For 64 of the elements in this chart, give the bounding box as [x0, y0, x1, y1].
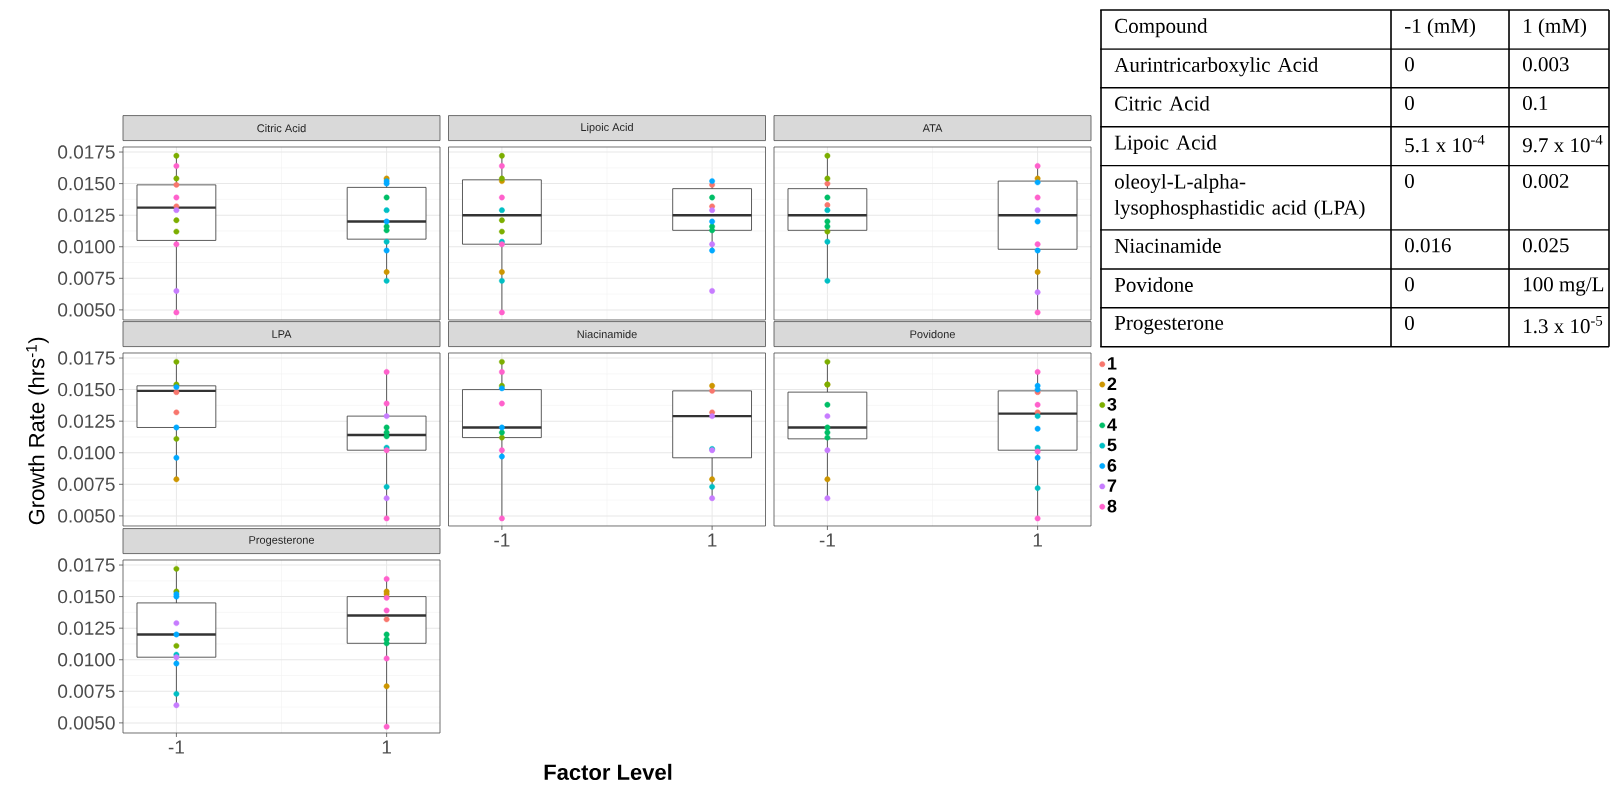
text: 0.025: [1523, 238, 1569, 253]
text: oleoyl-L-alpha-lysophosphastidic acid (LPA): [1114, 173, 1365, 219]
legend-label: 6: [1107, 458, 1117, 472]
text: 0.003: [1523, 57, 1569, 72]
y-tick-label: 0.0050: [58, 303, 115, 317]
chart-title: Lipoic Acid: [581, 122, 633, 134]
y-tick-label: 0.0125: [58, 208, 115, 222]
x-tick-label: -1: [819, 533, 835, 547]
text: 0: [1405, 57, 1414, 72]
y-tick-label: 0.0075: [58, 684, 115, 699]
text: 100 mg/L: [1524, 277, 1604, 296]
y-tick-label: 0.0175: [58, 558, 115, 572]
x-tick-label: -1: [494, 533, 510, 547]
y-tick-label: 0.0175: [58, 145, 115, 159]
text: 5.1 x 10$^{-4}$: [1405, 134, 1485, 153]
legend-label: 3: [1107, 397, 1117, 411]
y-tick-label: 0.0100: [58, 240, 115, 254]
text: 0.002: [1523, 173, 1569, 189]
x-tick-label: 1: [1033, 533, 1042, 547]
text: Aurintricarboxylic Acid: [1114, 57, 1319, 77]
x-axis-title: Factor Level: [544, 763, 672, 780]
chart-title: Progesterone: [249, 536, 315, 546]
text: 0: [1405, 277, 1414, 292]
chart-title: Povidone: [910, 330, 955, 339]
chart-title: LPA: [272, 330, 292, 338]
legend-label: 2: [1107, 377, 1117, 391]
y-tick-label: 0.0050: [58, 716, 115, 730]
legend-label: 7: [1107, 479, 1117, 492]
y-tick-label: 0.0150: [58, 382, 115, 397]
y-tick-label: 0.0150: [58, 589, 115, 604]
chart-title: Citric Acid: [257, 124, 306, 133]
y-tick-label: 0.0125: [58, 414, 115, 428]
y-tick-label: 0.0100: [58, 653, 115, 667]
y-tick-label: 0.0175: [58, 351, 115, 365]
legend-label: 8: [1107, 499, 1117, 513]
text: 0: [1405, 95, 1414, 111]
y-tick-label: 0.0075: [58, 477, 115, 492]
y-tick-label: 0.0150: [58, 176, 115, 191]
text: Compound: [1115, 18, 1208, 38]
text: Progesterone: [1114, 315, 1224, 335]
x-tick-label: -1: [168, 740, 184, 754]
legend-label: 4: [1107, 418, 1117, 431]
text: -1 (mM): [1404, 18, 1476, 38]
legend-label: 5: [1107, 438, 1117, 452]
text: 0: [1405, 315, 1414, 331]
legend-label: 1: [1108, 357, 1117, 370]
text: Niacinamide: [1114, 238, 1221, 253]
text: 0.016: [1405, 238, 1451, 253]
y-tick-label: 0.0100: [58, 446, 115, 460]
y-tick-label: 0.0050: [58, 509, 115, 523]
x-tick-label: 1: [708, 533, 717, 547]
y-tick-label: 0.0125: [58, 621, 115, 635]
y-tick-label: 0.0075: [58, 271, 115, 286]
text: 1 (mM): [1524, 18, 1587, 38]
text: 0: [1405, 173, 1414, 189]
text: Citric Acid: [1115, 95, 1210, 111]
text: 0.1: [1523, 95, 1548, 111]
text: Povidone: [1114, 277, 1193, 292]
text: 1.3 x 10$^{-5}$: [1524, 315, 1603, 334]
y-axis-title: Growth Rate (hrs$^{-1}$): [26, 337, 49, 525]
chart-title: ATA: [922, 124, 943, 132]
text: Lipoic Acid: [1114, 134, 1217, 154]
text: 9.7 x 10$^{-4}$: [1522, 134, 1603, 153]
chart-title: Niacinamide: [577, 330, 637, 339]
